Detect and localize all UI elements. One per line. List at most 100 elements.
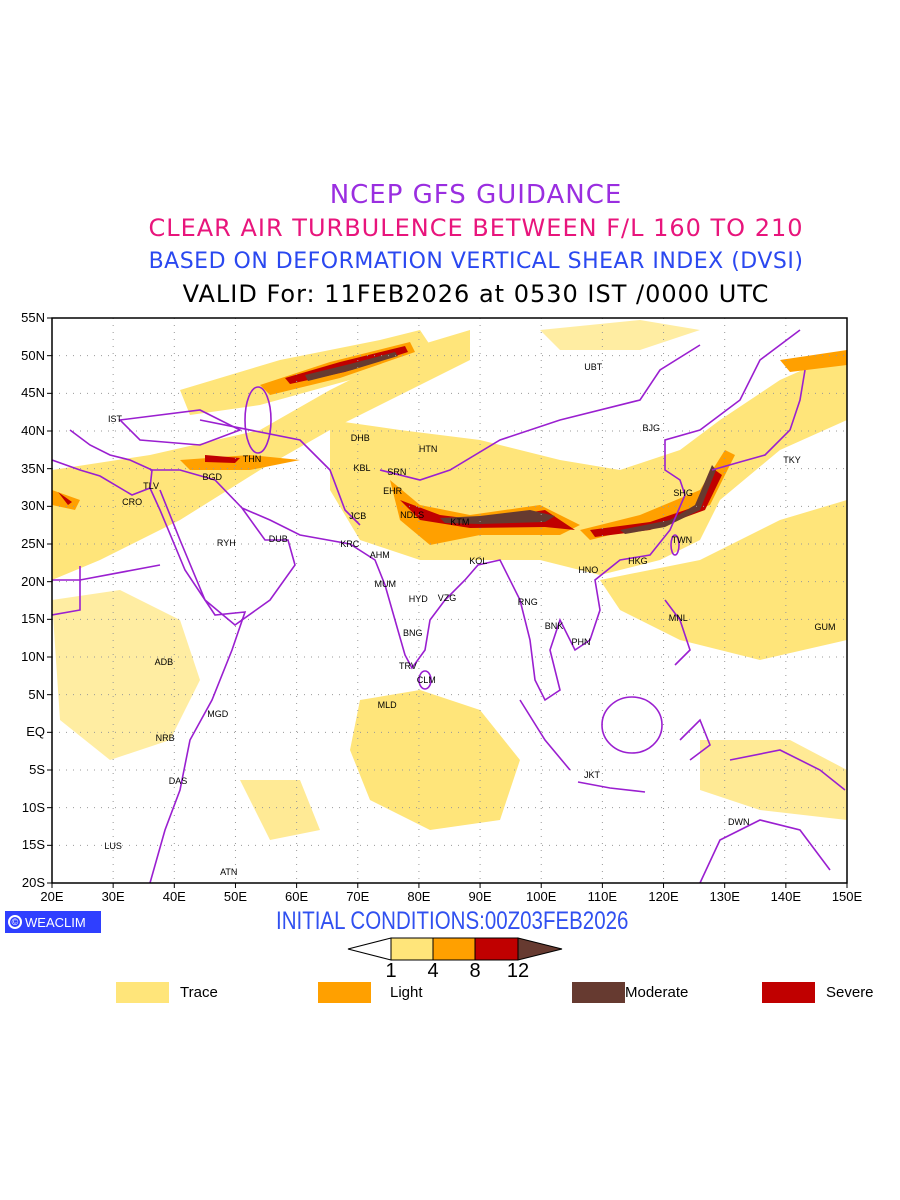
city-label: MNL bbox=[668, 612, 688, 623]
legend-label-trace: Trace bbox=[180, 984, 218, 1001]
city-label: KOL bbox=[469, 556, 488, 567]
lon-tick-label: 20E bbox=[40, 889, 64, 904]
colorbar-level: 4 bbox=[427, 960, 439, 982]
city-label: EHR bbox=[383, 485, 403, 496]
city-label: ADB bbox=[154, 656, 174, 667]
turbulence-fields bbox=[52, 320, 847, 840]
weaclim-badge: © WEACLIM bbox=[5, 911, 101, 933]
lon-tick-label: 30E bbox=[101, 889, 125, 904]
city-label: DAS bbox=[168, 775, 188, 786]
initial-conditions: INITIAL CONDITIONS:00Z03FEB2026 bbox=[276, 907, 629, 935]
lon-tick-label: 90E bbox=[468, 889, 492, 904]
city-label: DHB bbox=[350, 432, 370, 443]
city-label: CLM bbox=[416, 675, 436, 686]
map-frame bbox=[51, 317, 848, 884]
legend-label-light: Light bbox=[390, 984, 423, 1001]
city-label: THN bbox=[242, 453, 262, 464]
lat-tick-label: 50N bbox=[21, 347, 45, 363]
city-label: MGD bbox=[207, 708, 229, 719]
legend-swatch-severe bbox=[762, 982, 815, 1003]
title-method: BASED ON DEFORMATION VERTICAL SHEAR INDE… bbox=[148, 249, 804, 274]
legend-label-moderate: Moderate bbox=[625, 984, 689, 1001]
badge-label: WEACLIM bbox=[25, 914, 86, 930]
colorbar-box-light bbox=[432, 937, 476, 961]
city-label: RYH bbox=[216, 538, 236, 549]
title-product: CLEAR AIR TURBULENCE BETWEEN F/L 160 TO … bbox=[148, 214, 804, 242]
title-valid-time: VALID For: 11FEB2026 at 0530 IST /0000 U… bbox=[182, 280, 770, 308]
colorbar-level: 12 bbox=[506, 960, 530, 982]
city-label: VZG bbox=[437, 593, 457, 604]
city-label: DUB bbox=[268, 534, 288, 545]
city-label: TRV bbox=[398, 661, 417, 672]
city-label: LUS bbox=[104, 841, 122, 852]
legend-label-severe: Severe bbox=[826, 984, 874, 1001]
lat-tick-label: 35N bbox=[21, 460, 45, 476]
coastlines bbox=[52, 329, 846, 883]
lat-tick-label: 15N bbox=[21, 611, 45, 627]
lon-tick-label: 60E bbox=[285, 889, 309, 904]
lat-tick-label: 20S bbox=[21, 875, 45, 890]
city-label: KTM bbox=[450, 517, 470, 528]
city-label: HYD bbox=[408, 593, 428, 604]
city-label: ATN bbox=[220, 867, 238, 878]
colorbar bbox=[347, 937, 563, 961]
axis-ticks bbox=[47, 317, 848, 888]
city-label: AHM bbox=[369, 550, 390, 561]
lat-tick-label: 30N bbox=[21, 498, 45, 514]
lon-tick-label: 140E bbox=[770, 889, 802, 904]
city-label: TKY bbox=[783, 455, 801, 466]
trace-areas bbox=[52, 320, 847, 840]
colorbar-under-arrow bbox=[347, 937, 392, 961]
colorbar-over-arrow bbox=[517, 937, 563, 961]
city-label: HKG bbox=[628, 556, 648, 567]
city-label: JKT bbox=[583, 770, 600, 781]
city-label: DWN bbox=[728, 816, 750, 827]
lon-tick-label: 120E bbox=[648, 889, 679, 904]
colorbar-level: 8 bbox=[469, 960, 481, 982]
city-label: SRN bbox=[387, 467, 407, 478]
city-label: NRB bbox=[155, 733, 175, 744]
lon-tick-label: 80E bbox=[407, 889, 431, 904]
city-label: JCB bbox=[349, 511, 367, 522]
lat-tick-label: 40N bbox=[21, 423, 45, 438]
lon-tick-label: 70E bbox=[346, 889, 370, 904]
city-label: IST bbox=[107, 413, 122, 424]
copyright-icon: © bbox=[8, 915, 22, 929]
lon-tick-label: 150E bbox=[831, 889, 863, 904]
city-label: BJG bbox=[642, 422, 661, 433]
city-label: KBL bbox=[353, 462, 371, 473]
lat-tick-label: 15S bbox=[21, 837, 45, 853]
lat-tick-label: 45N bbox=[21, 385, 45, 401]
city-label: TWN bbox=[671, 535, 693, 546]
lat-tick-label: 10N bbox=[21, 649, 45, 664]
colorbar-level: 1 bbox=[385, 960, 397, 982]
city-label: BNK bbox=[544, 621, 564, 632]
city-label: TLV bbox=[143, 480, 159, 491]
city-label: RNG bbox=[517, 597, 538, 607]
lat-tick-label: 10S bbox=[21, 799, 45, 815]
lat-tick-label: 5S bbox=[29, 762, 45, 777]
lon-tick-label: 50E bbox=[223, 889, 248, 904]
city-label: BNG bbox=[403, 627, 423, 638]
title-guidance: NCEP GFS GUIDANCE bbox=[329, 180, 623, 210]
city-label: MLD bbox=[377, 700, 397, 711]
city-label: CRO bbox=[122, 496, 143, 507]
moderate-areas bbox=[305, 352, 716, 534]
legend-swatch-moderate bbox=[572, 982, 625, 1003]
city-label: MUM bbox=[374, 578, 397, 589]
city-label: BGD bbox=[202, 471, 222, 482]
city-label: HTN bbox=[418, 444, 438, 455]
lon-tick-label: 40E bbox=[162, 889, 186, 904]
lat-tick-label: 5N bbox=[28, 686, 45, 702]
colorbar-box-severe bbox=[474, 937, 519, 961]
lat-tick-label: 20N bbox=[21, 573, 45, 589]
city-label: NDLS bbox=[400, 510, 425, 521]
lon-tick-label: 110E bbox=[587, 889, 618, 904]
lat-tick-label: 25N bbox=[21, 536, 45, 551]
legend-swatch-trace bbox=[116, 982, 169, 1003]
city-label: HNO bbox=[578, 565, 599, 576]
lon-tick-label: 130E bbox=[709, 889, 740, 904]
city-label: KRC bbox=[340, 539, 360, 549]
lon-tick-label: 100E bbox=[526, 889, 557, 904]
